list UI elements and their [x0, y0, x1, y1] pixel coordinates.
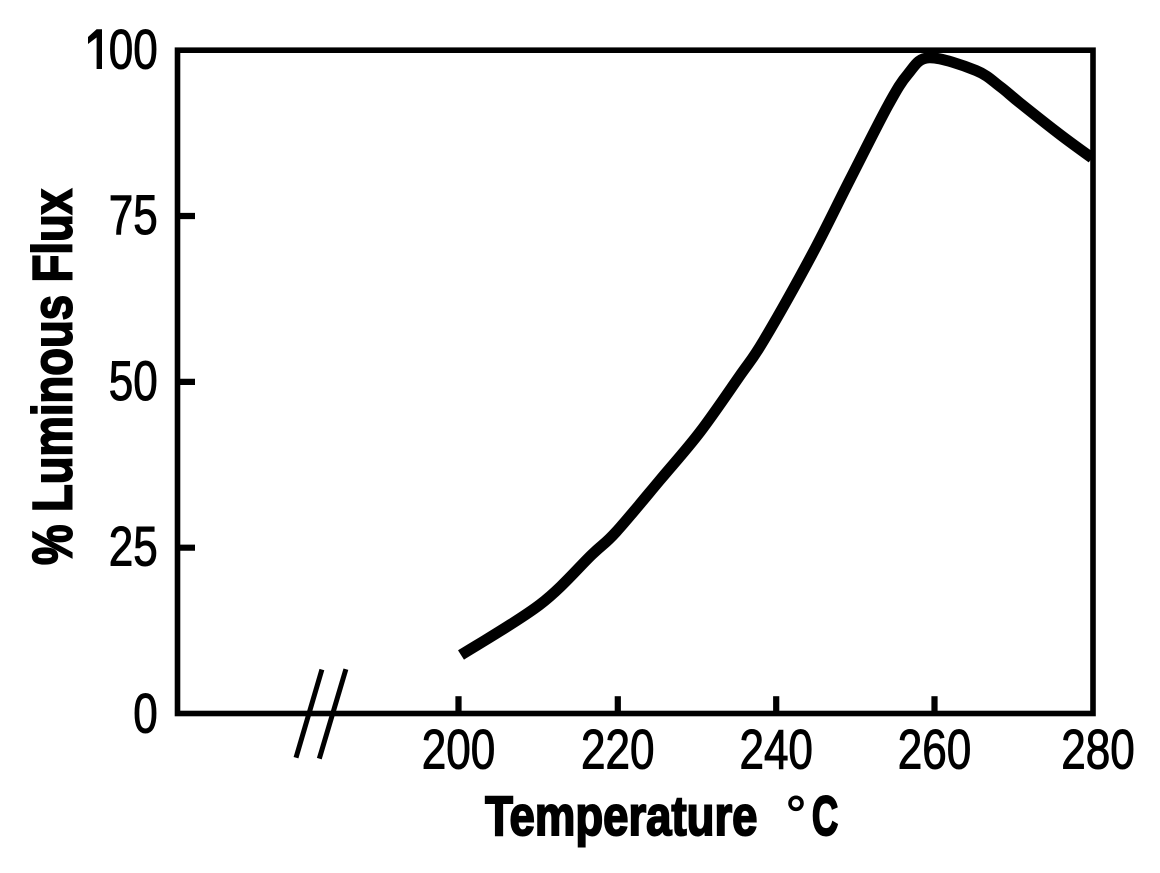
svg-text:25: 25: [109, 515, 158, 577]
svg-text:240: 240: [739, 718, 813, 780]
svg-text:220: 220: [581, 718, 655, 780]
svg-text:Temperature: Temperature: [485, 785, 757, 847]
svg-text:C: C: [812, 785, 838, 847]
svg-text:75: 75: [109, 184, 158, 246]
svg-text:200: 200: [422, 718, 496, 780]
svg-text:% Luminous Flux: % Luminous Flux: [22, 189, 84, 565]
svg-text:00: 00: [109, 19, 158, 81]
svg-text:260: 260: [898, 718, 972, 780]
svg-text:280: 280: [1061, 718, 1135, 780]
svg-text:0: 0: [133, 682, 158, 744]
svg-text:50: 50: [109, 350, 158, 412]
